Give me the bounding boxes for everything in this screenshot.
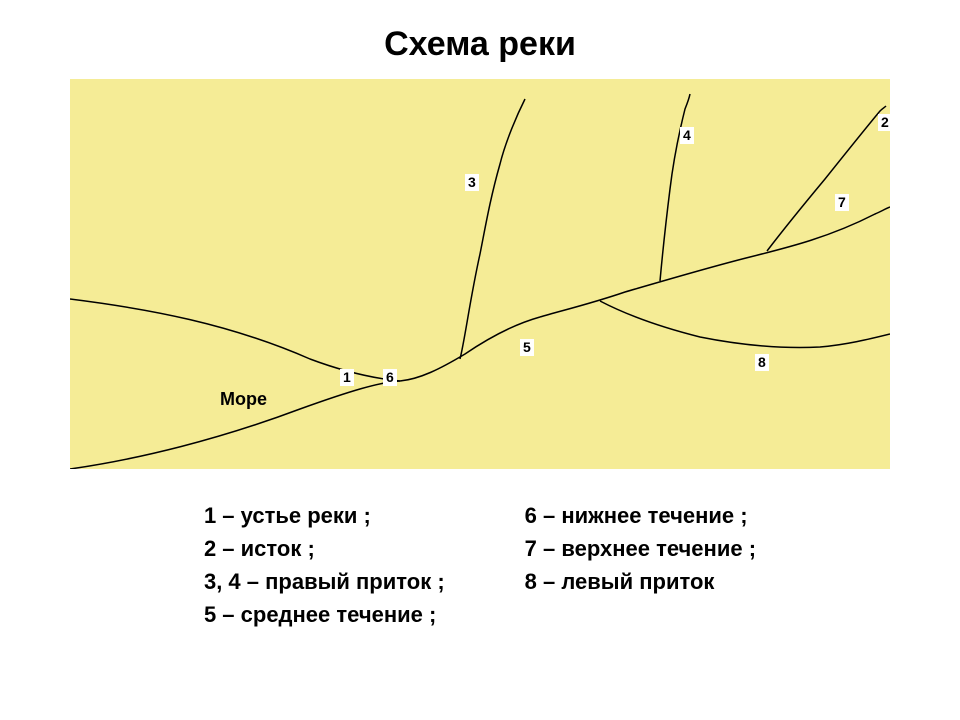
- river-path: [600, 301, 890, 348]
- legend-item: 6 – нижнее течение ;: [525, 499, 756, 532]
- legend-item: 8 – левый приток: [525, 565, 756, 598]
- river-diagram: 1 2 3 4 5 6 7 8 Море: [70, 79, 890, 469]
- legend-item: 1 – устье реки ;: [204, 499, 445, 532]
- number-label-5: 5: [520, 339, 534, 356]
- number-label-3: 3: [465, 174, 479, 191]
- number-label-7: 7: [835, 194, 849, 211]
- diagram-title: Схема реки: [0, 0, 960, 79]
- number-label-8: 8: [755, 354, 769, 371]
- river-path: [400, 317, 540, 381]
- river-path: [540, 207, 890, 317]
- number-label-4: 4: [680, 127, 694, 144]
- legend-item: 3, 4 – правый приток ;: [204, 565, 445, 598]
- legend-item: 7 – верхнее течение ;: [525, 532, 756, 565]
- number-label-2: 2: [878, 114, 892, 131]
- number-label-6: 6: [383, 369, 397, 386]
- legend-item: 2 – исток ;: [204, 532, 445, 565]
- legend-right-column: 6 – нижнее течение ;7 – верхнее течение …: [525, 499, 756, 631]
- legend: 1 – устье реки ;2 – исток ;3, 4 – правый…: [0, 499, 960, 631]
- river-lines: [70, 79, 890, 469]
- river-path: [460, 99, 525, 359]
- river-path: [767, 106, 886, 251]
- legend-left-column: 1 – устье реки ;2 – исток ;3, 4 – правый…: [204, 499, 445, 631]
- river-path: [660, 94, 690, 281]
- number-label-1: 1: [340, 369, 354, 386]
- sea-label: Море: [220, 389, 267, 410]
- legend-item: 5 – среднее течение ;: [204, 598, 445, 631]
